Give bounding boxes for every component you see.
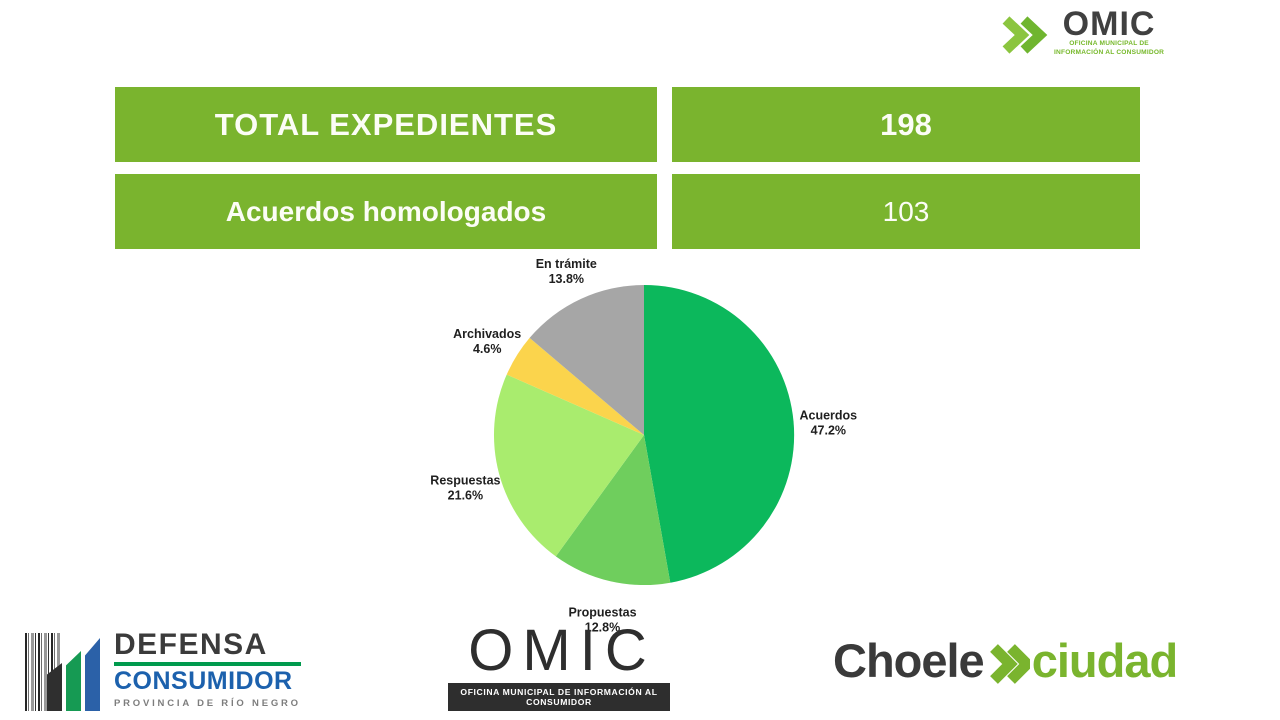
pie-label-name: Respuestas <box>430 473 500 487</box>
pie-slice-archivados <box>506 337 644 435</box>
choele-chevrons-icon <box>989 643 1030 684</box>
bar-blue <box>85 638 100 711</box>
omic-header-tagline-1: OFICINA MUNICIPAL DE <box>1069 40 1149 48</box>
bar-dark <box>47 663 62 711</box>
rising-bars-icon <box>47 638 100 711</box>
pie-label-name: Archivados <box>453 327 521 341</box>
defensa-consumidor-logo: DEFENSA CONSUMIDOR PROVINCIA DE RÍO NEGR… <box>25 630 301 711</box>
omic-footer-name: OMIC <box>468 618 656 683</box>
omic-footer-logo: OMIC OFICINA MUNICIPAL DE INFORMACIÓN AL… <box>448 622 670 711</box>
omic-header-text: OMIC OFICINA MUNICIPAL DE INFORMACIÓN AL… <box>1054 5 1165 57</box>
omic-header-name: OMIC <box>1062 5 1156 43</box>
pie-label-pct: 47.2% <box>811 424 846 438</box>
pie-label-pct: 4.6% <box>473 342 502 356</box>
bar-green <box>66 651 81 711</box>
omic-header-logo: OMIC OFICINA MUNICIPAL DE INFORMACIÓN AL… <box>1000 5 1165 58</box>
pie-slice-en-trámite <box>529 284 644 435</box>
pie-label-name: Acuerdos <box>799 409 857 423</box>
stat-label-acuerdos-homologados: Acuerdos homologados <box>115 174 657 249</box>
defensa-line2: CONSUMIDOR <box>114 667 293 695</box>
omic-footer-tagline: OFICINA MUNICIPAL DE INFORMACIÓN AL CONS… <box>448 683 670 711</box>
stat-value-total-expedientes: 198 <box>672 87 1140 162</box>
defensa-line1: DEFENSA <box>114 628 268 661</box>
choele-text: Choele <box>833 634 985 687</box>
pie-label-pct: 12.8% <box>585 620 620 634</box>
defensa-green-rule <box>114 662 301 666</box>
pie-slice-respuestas <box>493 374 644 557</box>
omic-header-tagline-2: INFORMACIÓN AL CONSUMIDOR <box>1054 48 1165 56</box>
stat-value-acuerdos-homologados: 103 <box>672 174 1140 249</box>
pie-label-pct: 13.8% <box>549 272 584 286</box>
pie-label-name: En trámite <box>536 257 597 271</box>
stats-table: TOTAL EXPEDIENTES 198 Acuerdos homologad… <box>115 87 1140 249</box>
ciudad-text: ciudad <box>1031 634 1178 687</box>
pie-chart: Acuerdos 47.2% Propuestas 12.8% Respuestas 21… <box>384 245 914 642</box>
defensa-text: DEFENSA CONSUMIDOR PROVINCIA DE RÍO NEGR… <box>114 630 301 711</box>
pie-label-pct: 21.6% <box>448 488 483 502</box>
choele-ciudad-logo: Choele ciudad <box>833 633 1178 688</box>
pie-label-name: Propuestas <box>568 605 636 619</box>
pie-slice-acuerdos <box>644 284 795 583</box>
defensa-line3: PROVINCIA DE RÍO NEGRO <box>114 698 301 709</box>
double-chevron-icon <box>1002 16 1048 54</box>
stat-label-total-expedientes: TOTAL EXPEDIENTES <box>115 87 657 162</box>
pie-slice-propuestas <box>555 435 671 586</box>
